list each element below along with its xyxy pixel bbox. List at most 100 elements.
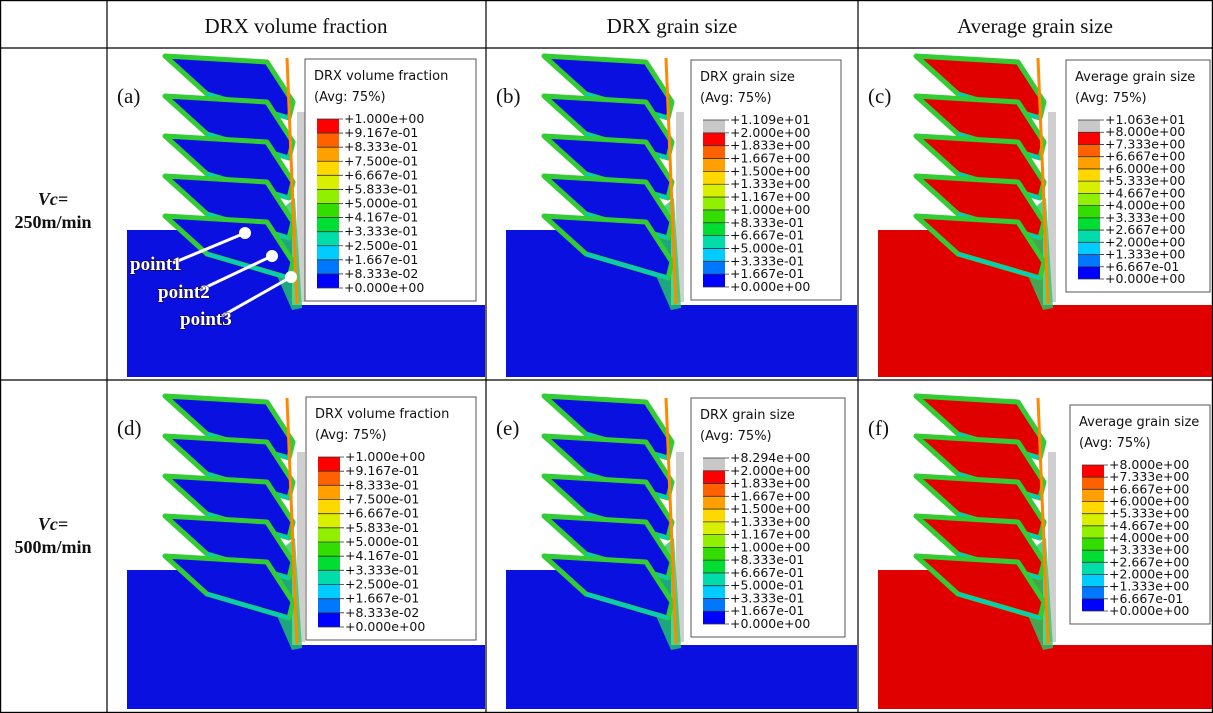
legend: DRX grain size (Avg: 75%) +8.294e+00+2.000… bbox=[690, 397, 846, 638]
legend-swatch bbox=[703, 171, 725, 185]
contour-panel: (b) bbox=[496, 53, 857, 377]
band bbox=[206, 592, 290, 620]
legend-value: +1.667e-01 bbox=[345, 591, 419, 606]
legend-swatch bbox=[703, 132, 725, 146]
legend-avg: (Avg: 75%) bbox=[700, 429, 772, 444]
point-label: point2 bbox=[158, 282, 210, 303]
legend-avg: (Avg: 75%) bbox=[314, 90, 386, 105]
legend-swatch bbox=[317, 161, 339, 176]
band bbox=[585, 252, 669, 280]
contour-panel: (c) bbox=[868, 53, 1212, 377]
legend-value: +3.333e-01 bbox=[345, 562, 419, 577]
legend-value: +0.000e+00 bbox=[345, 619, 425, 634]
legend-value: +0.000e+00 bbox=[344, 280, 424, 295]
legend-swatch bbox=[703, 560, 725, 573]
legend-value: +6.667e+00 bbox=[1105, 149, 1185, 164]
legend: DRX volume fraction(Avg: 75%)+1.000e+00+… bbox=[304, 58, 477, 302]
legend-swatch bbox=[1078, 266, 1100, 279]
contour-plot bbox=[506, 393, 857, 709]
point-marker bbox=[266, 250, 278, 262]
legend-swatch bbox=[703, 209, 725, 223]
legend-swatch bbox=[1082, 574, 1104, 587]
row-label: Vc= bbox=[38, 189, 68, 209]
column-header: DRX grain size bbox=[607, 14, 738, 38]
legend-swatch bbox=[703, 261, 725, 275]
legend-value: +9.167e-01 bbox=[345, 463, 419, 478]
legend-value: +5.000e-01 bbox=[345, 534, 419, 549]
contour-panel: (e) bbox=[496, 393, 857, 709]
legend-value: +1.000e+00 bbox=[344, 111, 424, 126]
legend-swatch bbox=[1078, 132, 1100, 145]
legend-swatch bbox=[1078, 217, 1100, 231]
legend-value: +6.667e-01 bbox=[344, 167, 418, 182]
legend-value: +6.667e-01 bbox=[730, 228, 804, 243]
legend-title: DRX volume fraction bbox=[315, 407, 449, 422]
legend-title: DRX grain size bbox=[700, 408, 795, 423]
legend-value: +1.500e+00 bbox=[730, 501, 810, 516]
legend-swatch bbox=[1082, 489, 1104, 502]
legend-value: +1.000e+00 bbox=[730, 202, 810, 217]
legend-swatch bbox=[317, 231, 339, 246]
tool bbox=[1048, 112, 1056, 302]
legend-value: +4.667e+00 bbox=[1105, 185, 1185, 200]
column-header: DRX volume fraction bbox=[204, 14, 388, 38]
legend-swatch bbox=[1078, 181, 1100, 194]
legend-swatch bbox=[318, 527, 340, 542]
legend-swatch bbox=[318, 499, 340, 514]
point-leader bbox=[172, 231, 246, 265]
workpiece bbox=[127, 230, 485, 377]
legend-swatch bbox=[1078, 120, 1100, 133]
legend-value: +6.000e+00 bbox=[1109, 494, 1189, 509]
legend-value: +8.294e+00 bbox=[730, 450, 810, 465]
legend-value: +8.000e+00 bbox=[1109, 457, 1189, 472]
column-header: Average grain size bbox=[957, 14, 1113, 38]
legend-avg: (Avg: 75%) bbox=[700, 91, 772, 106]
contour-plot bbox=[127, 53, 485, 377]
legend: DRX grain size (Avg: 75%) +1.109e+01+2.000… bbox=[690, 59, 842, 301]
legend-swatch bbox=[317, 245, 339, 260]
band bbox=[585, 592, 669, 620]
chip-edge bbox=[1036, 397, 1050, 645]
legend-value: +1.667e+00 bbox=[730, 488, 810, 503]
legend-value: +1.500e+00 bbox=[730, 163, 810, 178]
legend-swatch bbox=[703, 145, 725, 159]
legend-value: +2.667e+00 bbox=[1109, 554, 1189, 569]
legend-swatch bbox=[703, 483, 725, 497]
legend-value: +8.333e-02 bbox=[345, 605, 419, 620]
legend-swatch bbox=[703, 598, 725, 612]
panel-label: (c) bbox=[868, 84, 891, 108]
contour-plot bbox=[878, 393, 1212, 709]
panel-label: (b) bbox=[496, 84, 521, 108]
chip-segment bbox=[913, 213, 1047, 281]
panel-label: (f) bbox=[868, 416, 889, 440]
legend-swatch bbox=[318, 598, 340, 613]
panel-label: (e) bbox=[496, 416, 519, 440]
tool bbox=[1048, 452, 1056, 642]
legend-value: +2.000e+00 bbox=[730, 125, 810, 140]
point-marker bbox=[285, 271, 297, 283]
point-marker bbox=[239, 227, 251, 239]
legend-swatch bbox=[703, 572, 725, 586]
chip-segment bbox=[162, 553, 296, 621]
legend-value: +5.833e-01 bbox=[345, 520, 419, 535]
legend-value: +6.667e-01 bbox=[1109, 591, 1183, 606]
legend-value: +1.833e+00 bbox=[730, 138, 810, 153]
contour-plot bbox=[506, 53, 857, 377]
legend-swatch bbox=[1082, 465, 1104, 478]
legend-swatch bbox=[1082, 598, 1104, 611]
legend-swatch bbox=[317, 217, 339, 232]
legend-swatch bbox=[703, 158, 725, 172]
legend-value: +5.333e+00 bbox=[1109, 506, 1189, 521]
legend-swatch bbox=[317, 189, 339, 204]
legend-swatch bbox=[1078, 205, 1100, 218]
legend-swatch bbox=[317, 259, 339, 274]
legend-swatch bbox=[703, 197, 725, 210]
contour-plot bbox=[878, 53, 1212, 377]
contour-panel: (d) bbox=[117, 393, 485, 709]
row-label: 250m/min bbox=[14, 212, 91, 232]
legend-value: +2.500e-01 bbox=[344, 238, 418, 253]
legend-swatch bbox=[1082, 538, 1104, 551]
legend-value: +1.833e+00 bbox=[730, 476, 810, 491]
panels: (a) DRX volume fraction (Avg: 75%) +1.000e+… bbox=[117, 53, 1212, 709]
